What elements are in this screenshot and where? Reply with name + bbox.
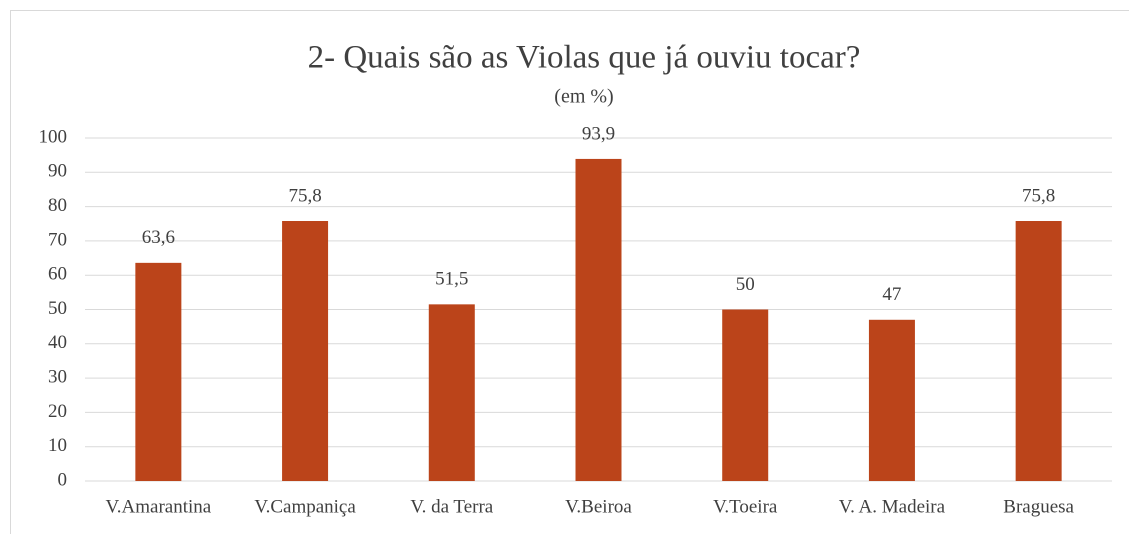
x-tick-label: V.Toeira [713, 496, 778, 517]
y-tick-label: 60 [48, 264, 67, 285]
bar [575, 158, 622, 481]
bar [1015, 221, 1062, 482]
x-tick-label: V. A. Madeira [839, 496, 946, 517]
y-tick-label: 40 [48, 332, 67, 353]
y-tick-label: 80 [48, 195, 67, 216]
y-tick-label: 100 [39, 126, 68, 147]
value-label: 75,8 [1022, 185, 1055, 206]
x-tick-label: V.Amarantina [105, 496, 211, 517]
value-label: 51,5 [435, 269, 468, 290]
bar [722, 309, 769, 481]
y-tick-label: 30 [48, 366, 67, 387]
bar [428, 304, 475, 481]
bar [135, 262, 182, 481]
y-tick-label: 10 [48, 435, 67, 456]
chart-title: 2- Quais são as Violas que já ouviu toca… [308, 40, 861, 76]
x-tick-label: Braguesa [1003, 496, 1074, 517]
x-tick-label: V.Campaniça [254, 496, 356, 517]
value-label: 50 [736, 274, 755, 295]
chart-border [10, 10, 1129, 534]
y-tick-label: 0 [58, 469, 68, 490]
chart-subtitle: (em %) [554, 86, 613, 108]
value-label: 75,8 [288, 185, 321, 206]
y-tick-label: 50 [48, 298, 67, 319]
y-tick-label: 90 [48, 161, 67, 182]
y-tick-label: 20 [48, 401, 67, 422]
x-tick-label: V.Beiroa [565, 496, 632, 517]
bar [282, 221, 329, 482]
value-label: 63,6 [142, 227, 175, 248]
value-label: 47 [882, 284, 901, 305]
y-tick-label: 70 [48, 229, 67, 250]
x-tick-label: V. da Terra [410, 496, 493, 517]
bar [868, 319, 915, 481]
value-label: 93,9 [582, 123, 615, 144]
